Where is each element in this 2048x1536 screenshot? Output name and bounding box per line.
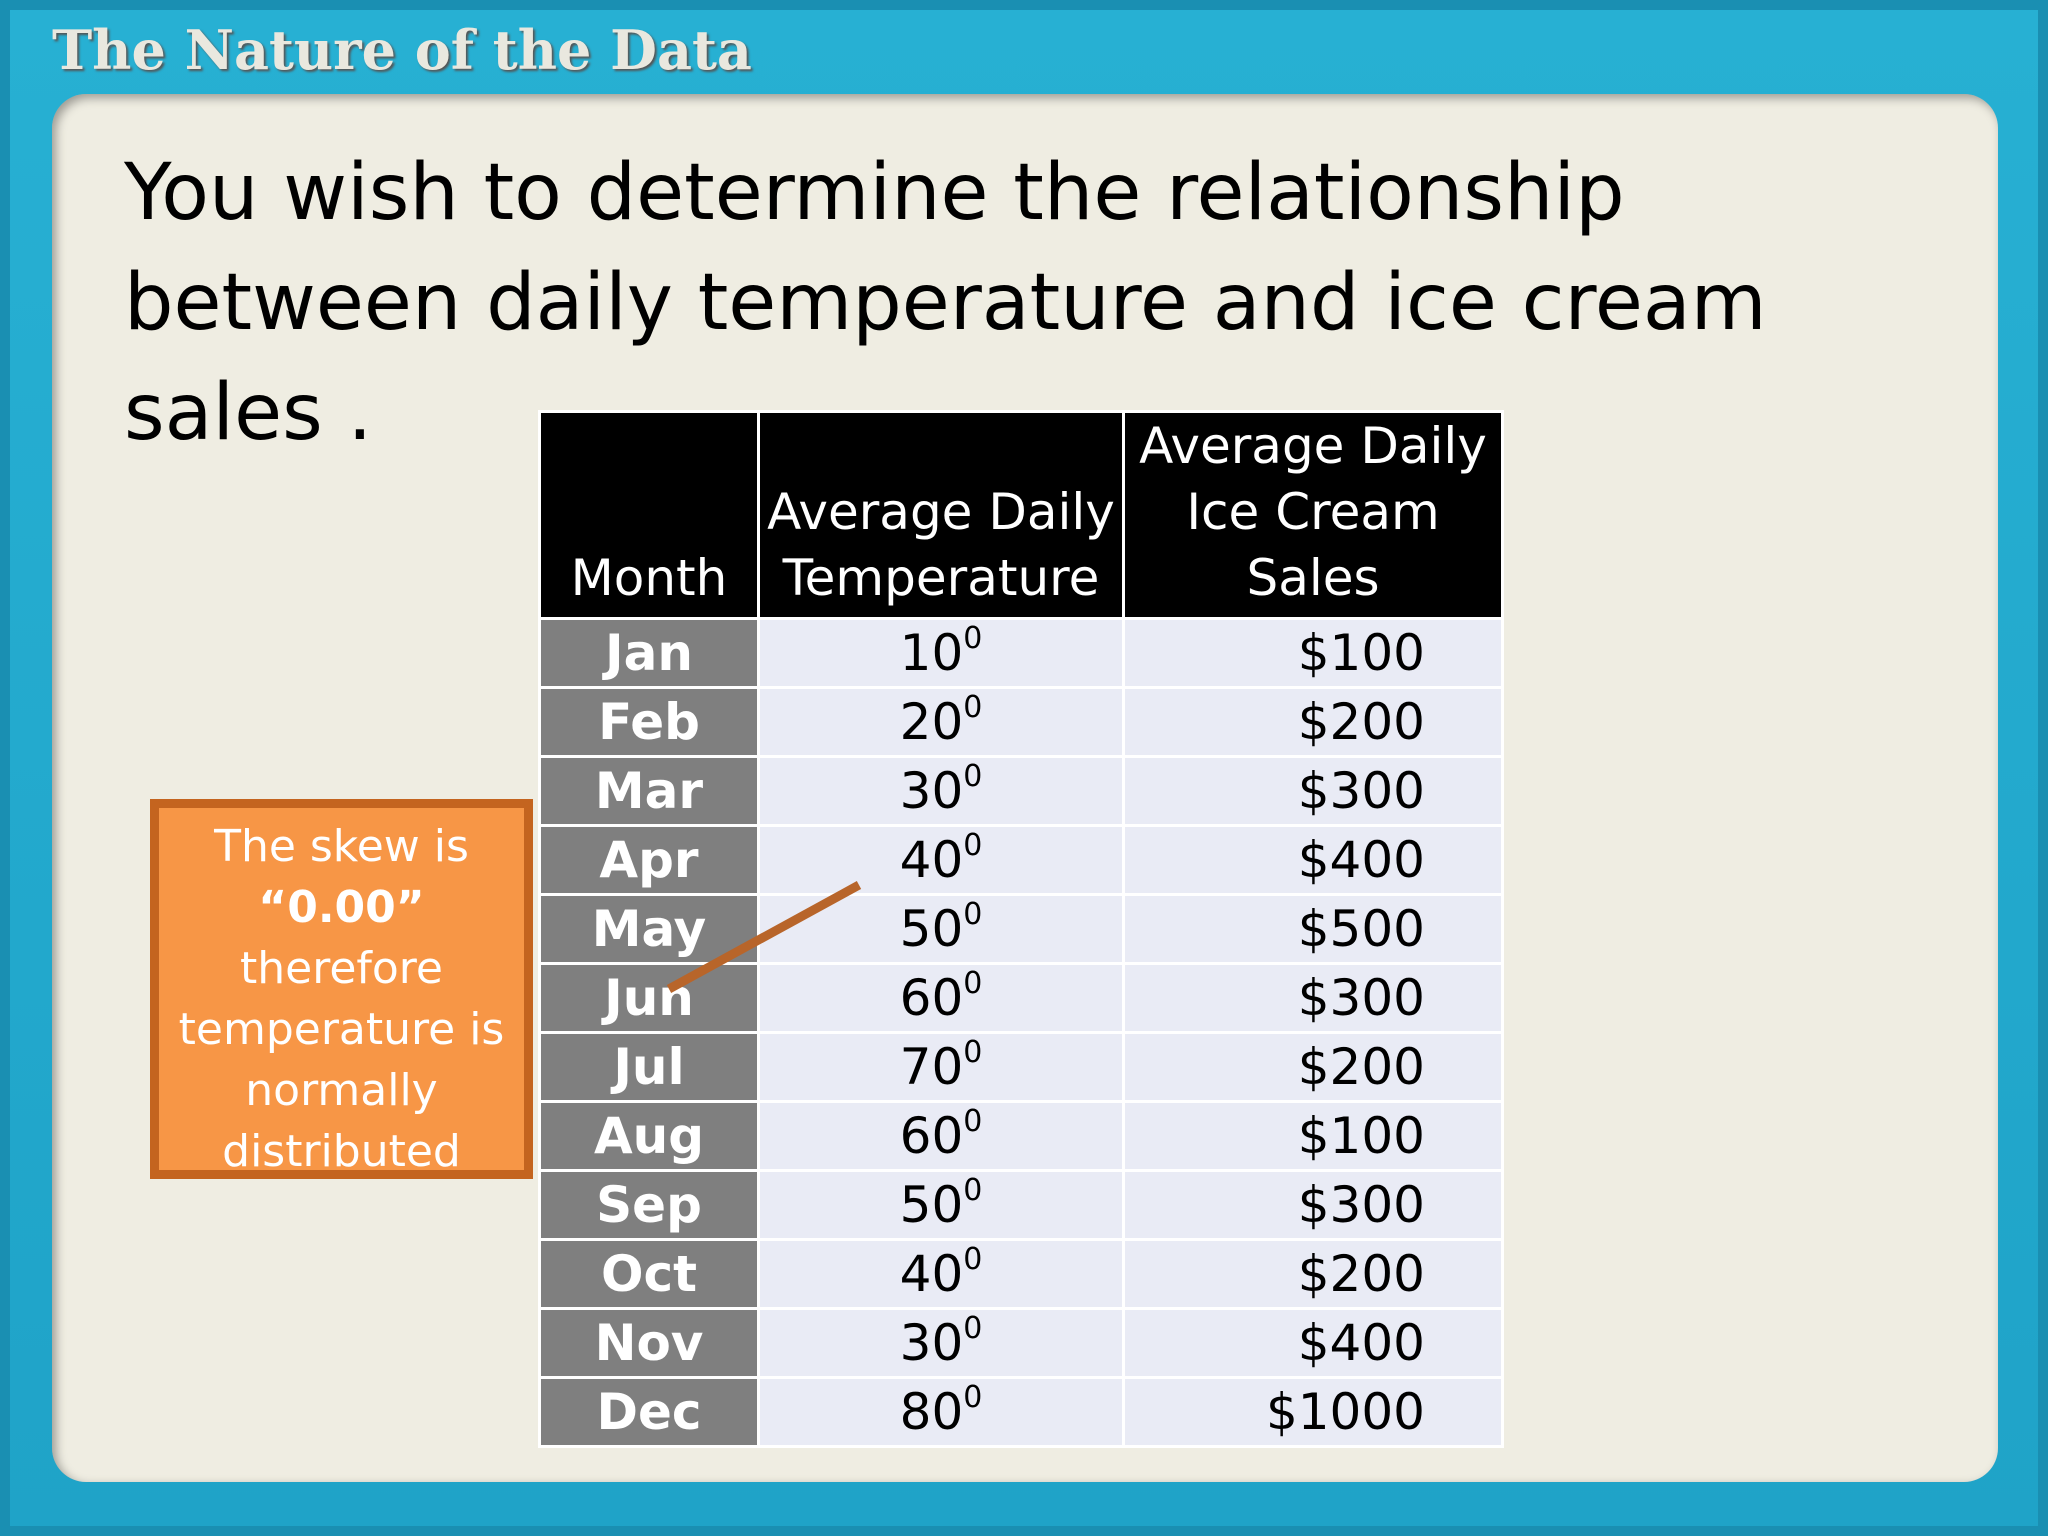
temperature-value: 60 [899, 969, 964, 1027]
degree-mark: 0 [963, 1173, 983, 1208]
sales-cell: $400 [1122, 824, 1504, 896]
sales-cell: $200 [1122, 1238, 1504, 1310]
column-header: Month [538, 410, 760, 620]
temperature-cell: 500 [757, 1169, 1125, 1241]
sales-cell: $100 [1122, 1100, 1504, 1172]
temperature-value: 60 [899, 1107, 964, 1165]
callout-text: The skew is [214, 821, 469, 872]
temperature-cell: 100 [757, 617, 1125, 689]
callout-box: The skew is “0.00” therefore temperature… [150, 799, 533, 1179]
degree-mark: 0 [963, 621, 983, 656]
degree-mark: 0 [963, 1242, 983, 1277]
temperature-value: 80 [899, 1383, 964, 1441]
temperature-cell: 600 [757, 1100, 1125, 1172]
table-row: Mar 300 $300 [538, 755, 1504, 827]
month-cell: Dec [538, 1376, 760, 1448]
sales-cell: $100 [1122, 617, 1504, 689]
temperature-cell: 300 [757, 755, 1125, 827]
month-cell: Oct [538, 1238, 760, 1310]
table-row: Sep 500 $300 [538, 1169, 1504, 1241]
temperature-value: 50 [899, 1176, 964, 1234]
month-cell: Sep [538, 1169, 760, 1241]
sales-cell: $400 [1122, 1307, 1504, 1379]
temperature-value: 10 [899, 624, 964, 682]
temperature-cell: 700 [757, 1031, 1125, 1103]
month-cell: Apr [538, 824, 760, 896]
degree-mark: 0 [963, 897, 983, 932]
degree-mark: 0 [963, 759, 983, 794]
month-cell: Jan [538, 617, 760, 689]
temperature-value: 70 [899, 1038, 964, 1096]
column-header: Average Daily Ice Cream Sales [1122, 410, 1504, 620]
table-row: Oct 400 $200 [538, 1238, 1504, 1310]
callout-value: “0.00” [258, 882, 425, 933]
sales-cell: $1000 [1122, 1376, 1504, 1448]
temperature-cell: 800 [757, 1376, 1125, 1448]
month-cell: Aug [538, 1100, 760, 1172]
temperature-value: 30 [899, 762, 964, 820]
degree-mark: 0 [963, 1311, 983, 1346]
data-table: Month Average Daily Temperature Average … [538, 410, 1504, 1448]
callout-text: therefore temperature is normally distri… [178, 943, 505, 1177]
degree-mark: 0 [963, 690, 983, 725]
temperature-cell: 500 [757, 893, 1125, 965]
temperature-cell: 400 [757, 1238, 1125, 1310]
degree-mark: 0 [963, 1035, 983, 1070]
temperature-cell: 600 [757, 962, 1125, 1034]
table-row: Feb 200 $200 [538, 686, 1504, 758]
table-row: Nov 300 $400 [538, 1307, 1504, 1379]
column-header: Average Daily Temperature [757, 410, 1125, 620]
degree-mark: 0 [963, 966, 983, 1001]
table-row: Jan 100 $100 [538, 617, 1504, 689]
month-cell: Feb [538, 686, 760, 758]
question-text: You wish to determine the relationship b… [124, 148, 1767, 458]
degree-mark: 0 [963, 1104, 983, 1139]
temperature-cell: 400 [757, 824, 1125, 896]
sales-cell: $300 [1122, 1169, 1504, 1241]
table-row: Dec 800 $1000 [538, 1376, 1504, 1448]
table-row: Jun 600 $300 [538, 962, 1504, 1034]
table-body: Jan 100 $100 Feb 200 $200 Mar 300 $300 Apr 400 $400… [538, 617, 1504, 1448]
degree-mark: 0 [963, 1380, 983, 1415]
sales-cell: $500 [1122, 893, 1504, 965]
slide-title: The Nature of the Data [52, 18, 752, 82]
month-cell: May [538, 893, 760, 965]
table-row: Aug 600 $100 [538, 1100, 1504, 1172]
table-row: Jul 700 $200 [538, 1031, 1504, 1103]
temperature-value: 50 [899, 900, 964, 958]
temperature-value: 40 [899, 1245, 964, 1303]
month-cell: Jul [538, 1031, 760, 1103]
sales-cell: $300 [1122, 755, 1504, 827]
table-row: Apr 400 $400 [538, 824, 1504, 896]
sales-cell: $200 [1122, 1031, 1504, 1103]
temperature-value: 30 [899, 1314, 964, 1372]
temperature-value: 20 [899, 693, 964, 751]
sales-cell: $200 [1122, 686, 1504, 758]
temperature-cell: 300 [757, 1307, 1125, 1379]
degree-mark: 0 [963, 828, 983, 863]
month-cell: Nov [538, 1307, 760, 1379]
sales-cell: $300 [1122, 962, 1504, 1034]
temperature-cell: 200 [757, 686, 1125, 758]
month-cell: Mar [538, 755, 760, 827]
month-cell: Jun [538, 962, 760, 1034]
table-row: May 500 $500 [538, 893, 1504, 965]
temperature-value: 40 [899, 831, 964, 889]
